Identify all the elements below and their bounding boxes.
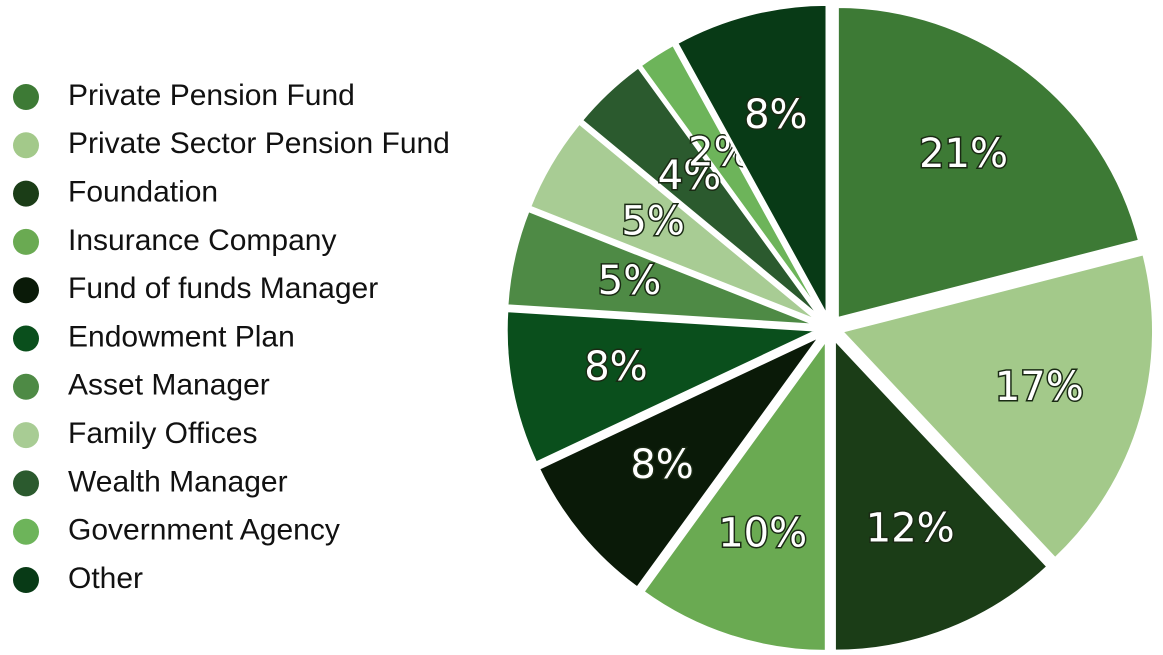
legend-label: Fund of funds Manager <box>68 272 378 305</box>
legend-label: Insurance Company <box>68 224 336 257</box>
legend-swatch <box>13 325 39 352</box>
pie-slice <box>838 251 1155 561</box>
slice-label: 21% <box>919 131 1008 177</box>
slice-label: 10% <box>718 510 807 556</box>
slice-label: 12% <box>866 506 955 552</box>
legend-label: Family Offices <box>68 417 257 450</box>
legend-label: Wealth Manager <box>68 465 288 498</box>
legend-swatch <box>13 470 39 497</box>
legend-swatch <box>13 132 39 159</box>
slice-label: 5% <box>598 258 661 304</box>
pie-slice <box>579 64 823 321</box>
legend-swatch <box>13 518 39 545</box>
legend-swatch <box>13 84 39 110</box>
legend-label: Government Agency <box>68 514 340 547</box>
pie-slice <box>835 5 1142 321</box>
legend-label: Endowment Plan <box>68 320 295 353</box>
legend-swatch <box>13 228 39 255</box>
slice-label: 8% <box>744 92 807 138</box>
slice-label: 8% <box>584 344 647 390</box>
pie-slice <box>640 334 828 653</box>
pie-slice <box>832 335 1051 653</box>
legend-swatch <box>13 277 39 304</box>
pie-slice <box>504 309 819 466</box>
slice-label: 5% <box>621 198 684 244</box>
legend-swatch <box>13 373 39 400</box>
legend-label: Private Sector Pension Fund <box>68 127 450 160</box>
slice-label: 4% <box>658 153 721 199</box>
slice-label: 17% <box>995 364 1084 410</box>
legend-label: Other <box>68 562 143 595</box>
legend-swatch <box>13 180 39 207</box>
pie-slice <box>527 120 821 324</box>
legend-label: Asset Manager <box>68 369 270 402</box>
pie-slice <box>638 42 825 319</box>
slice-label: 8% <box>630 442 693 488</box>
pie-slice <box>674 2 829 318</box>
legend-label: Private Pension Fund <box>68 79 355 112</box>
legend-label: Foundation <box>68 176 218 209</box>
legend-swatch <box>13 422 39 449</box>
legend-swatch <box>13 567 39 593</box>
pie-slice <box>536 334 822 591</box>
pie-slice <box>505 208 819 327</box>
